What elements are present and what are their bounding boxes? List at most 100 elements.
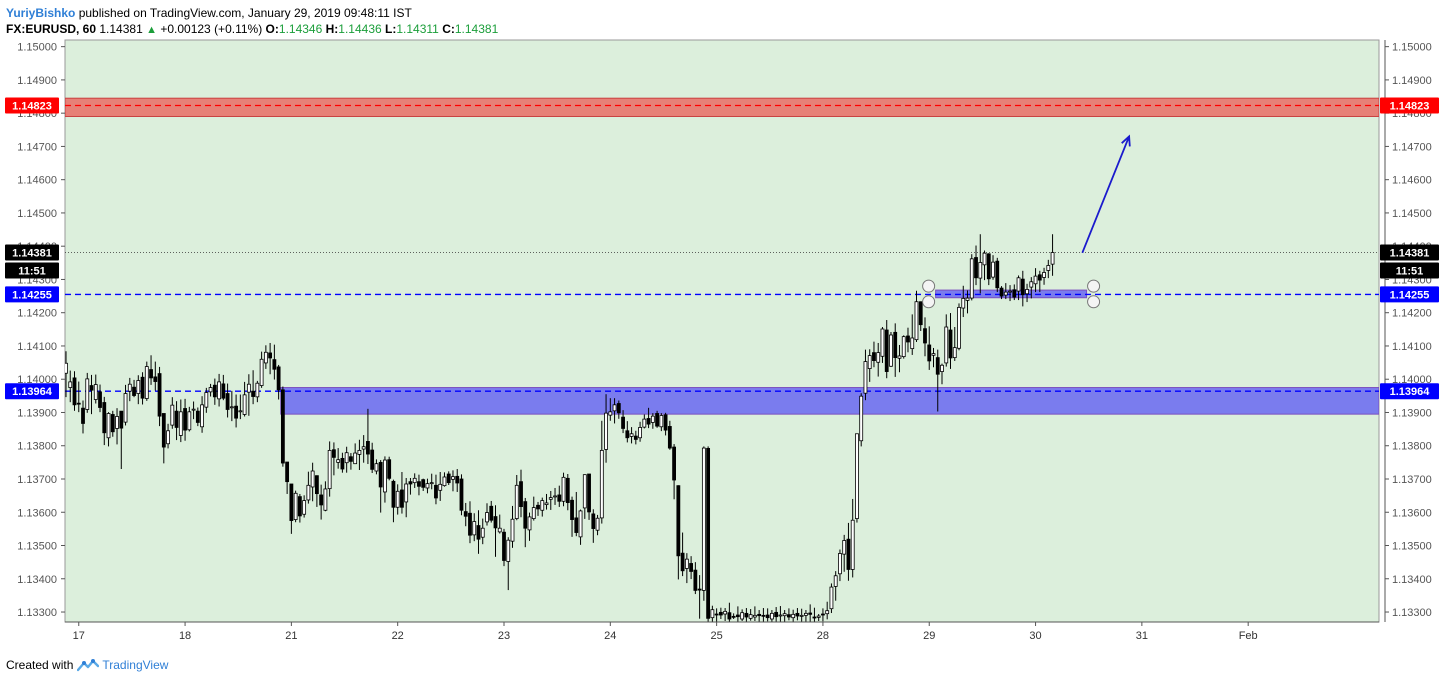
- candle-body: [238, 410, 243, 413]
- candle: [693, 562, 698, 595]
- candle: [544, 493, 549, 510]
- candle-body: [629, 433, 634, 437]
- candle-body: [404, 483, 409, 503]
- left-tick-label: 1.15000: [17, 42, 57, 54]
- candle: [999, 286, 1004, 300]
- candle-body: [421, 479, 426, 488]
- chart-header: YuriyBishko published on TradingView.com…: [6, 5, 498, 38]
- right-tick-label: 1.13400: [1392, 574, 1432, 586]
- footer: Created with TradingView: [6, 658, 168, 672]
- candle: [804, 610, 808, 622]
- candle: [587, 473, 591, 520]
- candle-body: [434, 484, 438, 499]
- candle: [876, 342, 881, 377]
- left-tick-label: 1.14700: [17, 141, 57, 153]
- candle: [608, 398, 613, 421]
- candle: [672, 444, 676, 500]
- candle: [149, 355, 153, 385]
- candle-body: [680, 552, 685, 572]
- candle: [663, 412, 668, 436]
- author-link[interactable]: YuriyBishko: [6, 6, 76, 20]
- left-tick-label: 1.14600: [17, 175, 57, 187]
- candle: [859, 393, 864, 447]
- candle: [621, 410, 625, 434]
- candle-body: [608, 411, 613, 416]
- candle-body: [204, 392, 209, 408]
- candle: [157, 366, 162, 427]
- candle: [867, 349, 872, 382]
- candle-body: [855, 433, 859, 519]
- candle: [370, 442, 375, 474]
- candle: [293, 490, 298, 523]
- candle-body: [102, 402, 107, 434]
- candle-body: [595, 517, 600, 531]
- candle: [229, 390, 234, 422]
- candle-body: [417, 481, 421, 487]
- candle-body: [944, 326, 949, 364]
- candle: [816, 614, 821, 622]
- up-triangle-icon: ▲: [146, 24, 157, 36]
- candle: [523, 497, 528, 548]
- candle: [557, 485, 562, 507]
- candle: [251, 370, 256, 405]
- candle-body: [612, 404, 617, 412]
- candle-body: [349, 456, 353, 462]
- price-tag-bg: [1380, 244, 1439, 261]
- candle-body: [982, 252, 987, 266]
- candle: [880, 327, 885, 363]
- plot-layer: [65, 97, 1379, 622]
- close-label: C:: [442, 22, 455, 36]
- candle-body: [370, 449, 375, 470]
- candle-body: [455, 475, 460, 484]
- candle: [110, 410, 115, 437]
- candle-body: [332, 449, 336, 458]
- left-tick-label: 1.14500: [17, 208, 57, 220]
- candle-body: [999, 287, 1004, 297]
- candle: [442, 472, 447, 487]
- candle: [710, 605, 715, 622]
- candle-body: [684, 558, 689, 569]
- candle-body: [787, 614, 791, 618]
- candle-body: [557, 494, 562, 502]
- candle-body: [166, 430, 170, 445]
- candle-body: [770, 612, 774, 620]
- candle: [255, 380, 260, 403]
- candle-body: [378, 461, 383, 488]
- candle-body: [506, 539, 511, 562]
- candle-body: [395, 490, 400, 508]
- candle: [421, 478, 426, 491]
- candle-body: [429, 482, 434, 485]
- candle: [833, 571, 838, 601]
- candle-body: [540, 500, 545, 511]
- candle-body: [1025, 289, 1029, 295]
- right-tick-label: 1.13700: [1392, 474, 1432, 486]
- candle-body: [361, 446, 366, 450]
- candle-body: [548, 497, 553, 500]
- zone-handle: [922, 279, 936, 293]
- candle: [795, 608, 800, 621]
- candle: [1020, 270, 1025, 307]
- candle-body: [795, 612, 800, 617]
- candle: [259, 351, 264, 388]
- candle-body: [387, 459, 392, 479]
- tradingview-link[interactable]: TradingView: [77, 658, 168, 672]
- left-tick-label: 1.13700: [17, 474, 57, 486]
- candle: [897, 344, 902, 373]
- candle: [825, 601, 830, 620]
- ohlc-line: FX:EURUSD, 60 1.14381 ▲ +0.00123 (+0.11%…: [6, 21, 498, 38]
- candle-body: [174, 410, 179, 428]
- candle-body: [357, 449, 362, 455]
- candle-body: [408, 481, 413, 485]
- candle: [314, 475, 319, 507]
- candle-body: [327, 449, 332, 490]
- candle-body: [229, 406, 234, 409]
- candle: [850, 498, 855, 578]
- candle: [948, 313, 953, 369]
- candle-body: [931, 353, 936, 356]
- candle: [570, 496, 574, 537]
- candle: [102, 396, 107, 446]
- candle: [531, 496, 536, 521]
- candle-body: [412, 477, 417, 484]
- candle-body: [208, 387, 213, 393]
